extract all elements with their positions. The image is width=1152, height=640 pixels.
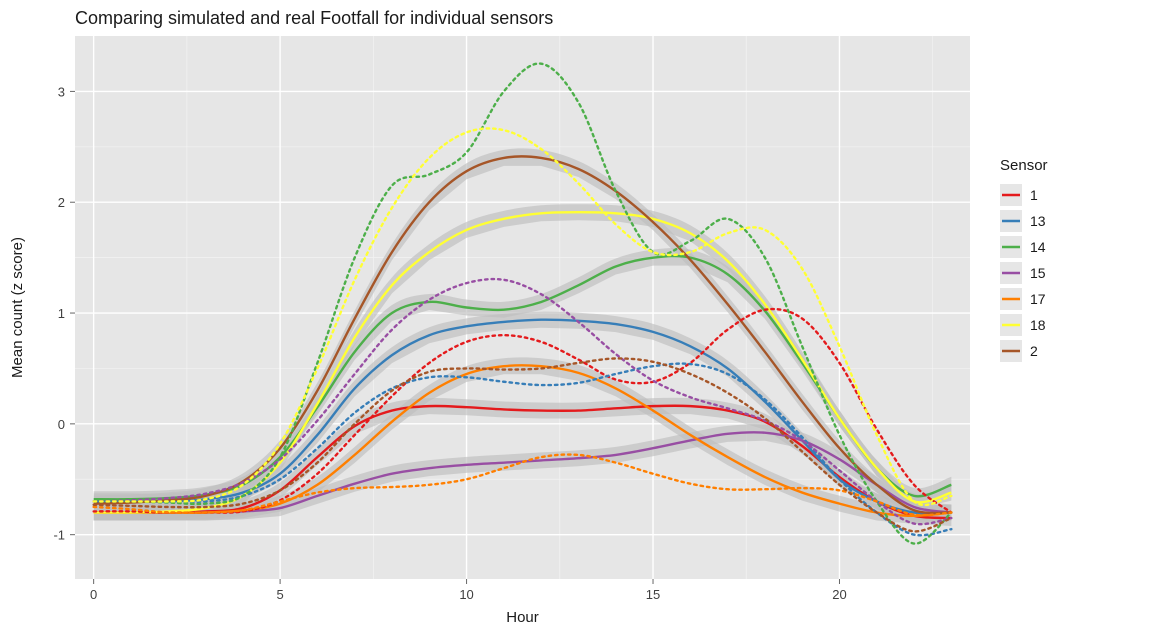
y-axis-label: Mean count (z score) <box>9 237 26 378</box>
ytick-label: 3 <box>58 84 65 99</box>
xtick-label: 0 <box>90 587 97 602</box>
xtick-label: 20 <box>832 587 846 602</box>
ytick-label: 1 <box>58 306 65 321</box>
ytick-label: -1 <box>53 528 65 543</box>
x-axis-label: Hour <box>506 609 539 626</box>
legend-item-label: 17 <box>1030 291 1046 307</box>
legend: Sensor 1 13 14 15 17 18 2 <box>1000 157 1048 362</box>
legend-item-label: 1 <box>1030 187 1038 203</box>
xtick-label: 10 <box>459 587 473 602</box>
chart-container: 0 5 10 15 20 -1 0 1 2 3 Hour Mean count (z score) Co… <box>0 0 1152 640</box>
legend-title: Sensor <box>1000 157 1048 174</box>
legend-item-label: 15 <box>1030 265 1046 281</box>
ytick-label: 2 <box>58 195 65 210</box>
xtick-label: 5 <box>276 587 283 602</box>
legend-item-label: 2 <box>1030 343 1038 359</box>
legend-item-label: 14 <box>1030 239 1046 255</box>
chart-svg: 0 5 10 15 20 -1 0 1 2 3 Hour Mean count (z score) Co… <box>0 0 1152 640</box>
legend-item-label: 13 <box>1030 213 1046 229</box>
chart-title: Comparing simulated and real Footfall fo… <box>75 8 553 28</box>
ytick-label: 0 <box>58 417 65 432</box>
xtick-label: 15 <box>646 587 660 602</box>
legend-item-label: 18 <box>1030 317 1046 333</box>
